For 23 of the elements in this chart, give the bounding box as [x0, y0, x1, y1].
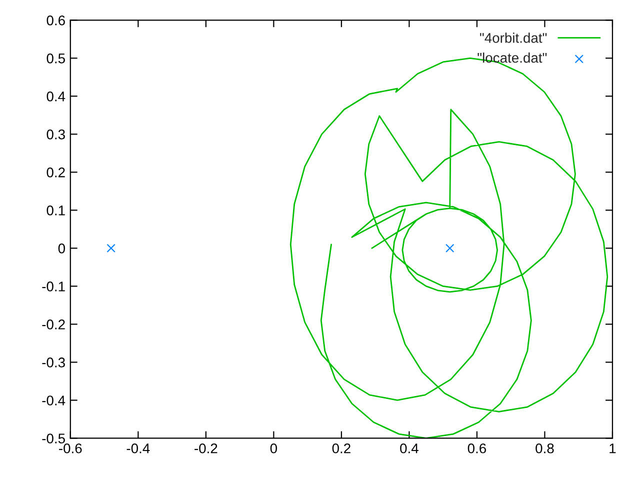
y-tick-label: 0	[58, 244, 65, 254]
x-tick-label: 1	[610, 444, 616, 454]
y-tick-label: 0.1	[46, 206, 65, 216]
y-tick-label: -0.4	[42, 396, 66, 406]
y-tick-label: -0.5	[42, 434, 65, 444]
y-tick-label: 0.3	[46, 130, 65, 140]
x-tick-label: 0.4	[400, 443, 418, 454]
x-tick-label: -0.6	[59, 443, 82, 454]
x-tick-label: 0.2	[332, 443, 350, 454]
legend-label: "4orbit.dat"	[480, 32, 547, 43]
x-tick-label: 0.6	[468, 443, 486, 454]
y-tick-label: -0.2	[42, 320, 65, 330]
y-tick-label: -0.3	[42, 358, 65, 368]
y-tick-label: 0.5	[46, 54, 65, 64]
x-tick-label: -0.2	[194, 443, 218, 454]
legend-label: "locate.dat"	[478, 52, 547, 63]
x-tick-label: -0.4	[126, 443, 150, 454]
y-tick-label: 0.2	[46, 168, 65, 178]
y-tick-label: -0.1	[42, 282, 65, 292]
x-tick-label: 0.8	[536, 443, 554, 454]
y-tick-label: 0.4	[46, 92, 66, 102]
y-tick-label: 0.6	[46, 15, 65, 26]
x-tick-label: 0	[270, 443, 277, 454]
